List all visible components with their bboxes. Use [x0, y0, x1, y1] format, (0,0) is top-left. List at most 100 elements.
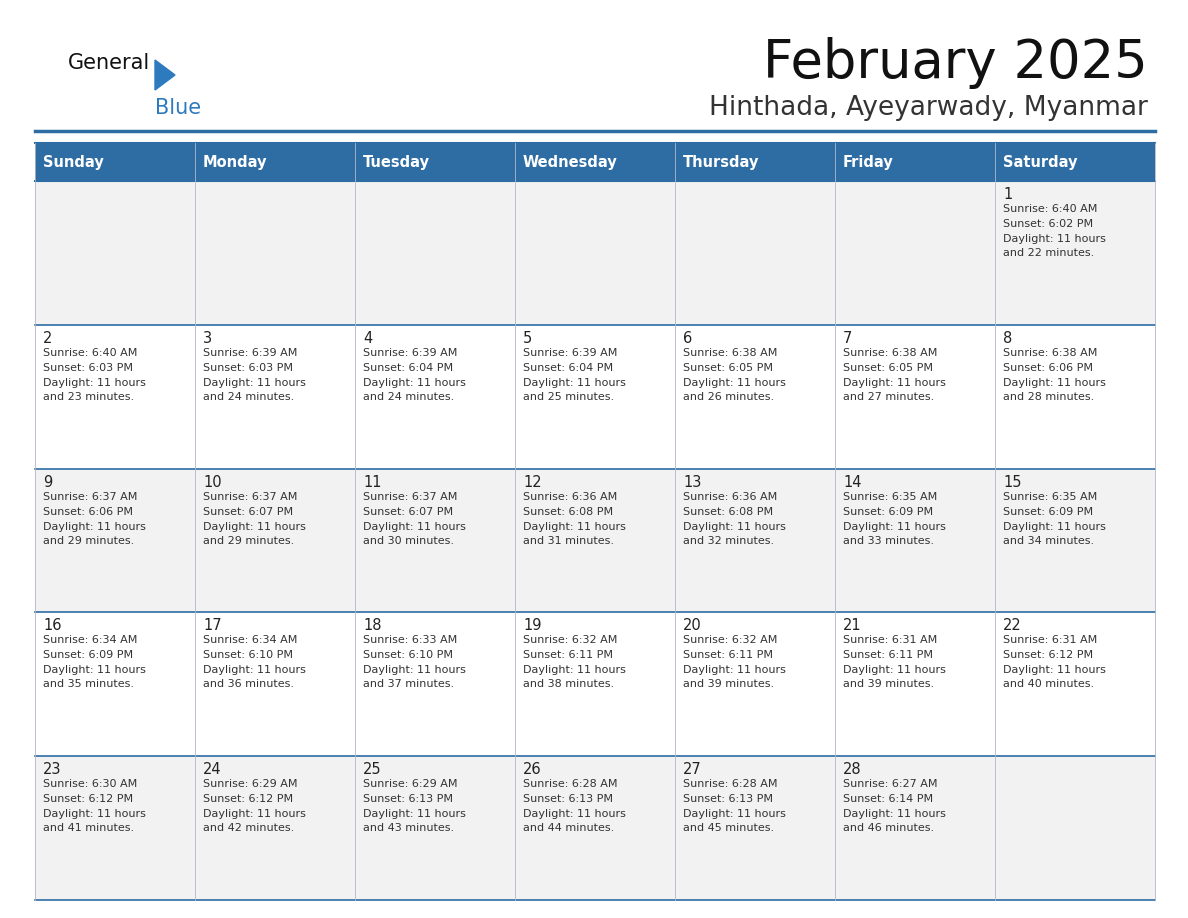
- Text: 1: 1: [1003, 187, 1012, 202]
- Text: 18: 18: [364, 619, 381, 633]
- Text: 25: 25: [364, 762, 381, 778]
- Text: Blue: Blue: [154, 98, 201, 118]
- Text: Sunset: 6:12 PM: Sunset: 6:12 PM: [203, 794, 293, 804]
- FancyBboxPatch shape: [355, 325, 516, 468]
- Text: Sunrise: 6:28 AM: Sunrise: 6:28 AM: [523, 779, 618, 789]
- Text: 24: 24: [203, 762, 222, 778]
- Text: 26: 26: [523, 762, 542, 778]
- Text: Sunrise: 6:30 AM: Sunrise: 6:30 AM: [43, 779, 138, 789]
- Text: Sunset: 6:08 PM: Sunset: 6:08 PM: [523, 507, 613, 517]
- Text: Sunday: Sunday: [43, 154, 103, 170]
- Text: Sunset: 6:05 PM: Sunset: 6:05 PM: [843, 363, 933, 373]
- Text: Sunrise: 6:38 AM: Sunrise: 6:38 AM: [843, 348, 937, 358]
- FancyBboxPatch shape: [355, 181, 516, 325]
- Text: 4: 4: [364, 330, 372, 346]
- Text: 9: 9: [43, 475, 52, 489]
- Text: Sunrise: 6:40 AM: Sunrise: 6:40 AM: [1003, 204, 1098, 214]
- Text: and 42 minutes.: and 42 minutes.: [203, 823, 295, 834]
- Text: Sunrise: 6:39 AM: Sunrise: 6:39 AM: [523, 348, 618, 358]
- Text: Sunset: 6:13 PM: Sunset: 6:13 PM: [683, 794, 773, 804]
- Text: Daylight: 11 hours: Daylight: 11 hours: [203, 666, 305, 676]
- FancyBboxPatch shape: [516, 612, 675, 756]
- Text: and 27 minutes.: and 27 minutes.: [843, 392, 934, 402]
- Text: 14: 14: [843, 475, 861, 489]
- Text: and 31 minutes.: and 31 minutes.: [523, 535, 614, 545]
- Text: 5: 5: [523, 330, 532, 346]
- FancyBboxPatch shape: [516, 181, 675, 325]
- Text: Sunrise: 6:27 AM: Sunrise: 6:27 AM: [843, 779, 937, 789]
- FancyBboxPatch shape: [355, 468, 516, 612]
- Text: Sunset: 6:06 PM: Sunset: 6:06 PM: [43, 507, 133, 517]
- Polygon shape: [154, 60, 175, 90]
- FancyBboxPatch shape: [675, 468, 835, 612]
- Text: 20: 20: [683, 619, 702, 633]
- FancyBboxPatch shape: [835, 756, 996, 900]
- Text: Sunrise: 6:38 AM: Sunrise: 6:38 AM: [1003, 348, 1098, 358]
- Text: 16: 16: [43, 619, 62, 633]
- Text: and 24 minutes.: and 24 minutes.: [364, 392, 454, 402]
- Text: Daylight: 11 hours: Daylight: 11 hours: [843, 666, 946, 676]
- FancyBboxPatch shape: [355, 612, 516, 756]
- Text: and 35 minutes.: and 35 minutes.: [43, 679, 134, 689]
- Text: Sunset: 6:13 PM: Sunset: 6:13 PM: [523, 794, 613, 804]
- Text: Saturday: Saturday: [1003, 154, 1078, 170]
- Text: and 44 minutes.: and 44 minutes.: [523, 823, 614, 834]
- FancyBboxPatch shape: [996, 181, 1155, 325]
- Text: 10: 10: [203, 475, 222, 489]
- Text: Daylight: 11 hours: Daylight: 11 hours: [1003, 521, 1106, 532]
- Text: General: General: [68, 53, 150, 73]
- Text: Sunrise: 6:29 AM: Sunrise: 6:29 AM: [203, 779, 297, 789]
- Text: Sunrise: 6:39 AM: Sunrise: 6:39 AM: [364, 348, 457, 358]
- Text: Daylight: 11 hours: Daylight: 11 hours: [43, 521, 146, 532]
- Text: Sunrise: 6:32 AM: Sunrise: 6:32 AM: [523, 635, 618, 645]
- Text: Sunrise: 6:38 AM: Sunrise: 6:38 AM: [683, 348, 777, 358]
- Text: and 28 minutes.: and 28 minutes.: [1003, 392, 1094, 402]
- FancyBboxPatch shape: [675, 325, 835, 468]
- Text: 22: 22: [1003, 619, 1022, 633]
- Text: Sunset: 6:10 PM: Sunset: 6:10 PM: [364, 650, 453, 660]
- Text: 21: 21: [843, 619, 861, 633]
- Text: Sunrise: 6:40 AM: Sunrise: 6:40 AM: [43, 348, 138, 358]
- Text: 2: 2: [43, 330, 52, 346]
- Text: Daylight: 11 hours: Daylight: 11 hours: [1003, 378, 1106, 387]
- Text: Sunrise: 6:37 AM: Sunrise: 6:37 AM: [43, 492, 138, 501]
- Text: Daylight: 11 hours: Daylight: 11 hours: [523, 809, 626, 819]
- Text: Sunset: 6:09 PM: Sunset: 6:09 PM: [1003, 507, 1093, 517]
- Text: Sunset: 6:09 PM: Sunset: 6:09 PM: [843, 507, 933, 517]
- Text: Daylight: 11 hours: Daylight: 11 hours: [43, 666, 146, 676]
- Text: Daylight: 11 hours: Daylight: 11 hours: [683, 666, 786, 676]
- FancyBboxPatch shape: [675, 181, 835, 325]
- Text: and 39 minutes.: and 39 minutes.: [683, 679, 775, 689]
- Text: and 39 minutes.: and 39 minutes.: [843, 679, 934, 689]
- Text: and 33 minutes.: and 33 minutes.: [843, 535, 934, 545]
- Text: 15: 15: [1003, 475, 1022, 489]
- Text: Daylight: 11 hours: Daylight: 11 hours: [1003, 234, 1106, 244]
- Text: 3: 3: [203, 330, 213, 346]
- Text: Sunrise: 6:35 AM: Sunrise: 6:35 AM: [1003, 492, 1098, 501]
- Text: Sunset: 6:05 PM: Sunset: 6:05 PM: [683, 363, 773, 373]
- Text: Sunset: 6:09 PM: Sunset: 6:09 PM: [43, 650, 133, 660]
- Text: and 43 minutes.: and 43 minutes.: [364, 823, 454, 834]
- FancyBboxPatch shape: [195, 143, 355, 181]
- Text: 7: 7: [843, 330, 852, 346]
- Text: Thursday: Thursday: [683, 154, 759, 170]
- Text: Daylight: 11 hours: Daylight: 11 hours: [43, 809, 146, 819]
- Text: Sunset: 6:04 PM: Sunset: 6:04 PM: [523, 363, 613, 373]
- Text: and 40 minutes.: and 40 minutes.: [1003, 679, 1094, 689]
- Text: Sunset: 6:03 PM: Sunset: 6:03 PM: [43, 363, 133, 373]
- Text: Sunset: 6:02 PM: Sunset: 6:02 PM: [1003, 219, 1093, 229]
- FancyBboxPatch shape: [996, 468, 1155, 612]
- FancyBboxPatch shape: [195, 612, 355, 756]
- Text: and 41 minutes.: and 41 minutes.: [43, 823, 134, 834]
- Text: 13: 13: [683, 475, 701, 489]
- FancyBboxPatch shape: [516, 143, 675, 181]
- Text: Daylight: 11 hours: Daylight: 11 hours: [364, 378, 466, 387]
- Text: Sunset: 6:13 PM: Sunset: 6:13 PM: [364, 794, 453, 804]
- Text: Sunrise: 6:33 AM: Sunrise: 6:33 AM: [364, 635, 457, 645]
- Text: and 36 minutes.: and 36 minutes.: [203, 679, 293, 689]
- Text: 6: 6: [683, 330, 693, 346]
- Text: and 38 minutes.: and 38 minutes.: [523, 679, 614, 689]
- Text: Sunrise: 6:35 AM: Sunrise: 6:35 AM: [843, 492, 937, 501]
- Text: Friday: Friday: [843, 154, 893, 170]
- Text: Sunset: 6:11 PM: Sunset: 6:11 PM: [683, 650, 773, 660]
